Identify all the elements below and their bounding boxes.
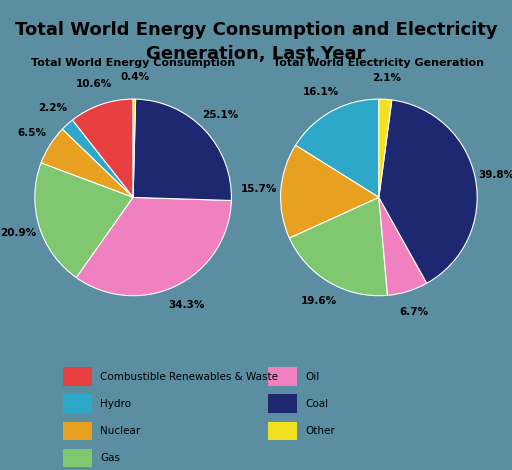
Text: Combustible Renewables & Waste: Combustible Renewables & Waste: [100, 372, 279, 382]
Text: 20.9%: 20.9%: [1, 227, 36, 238]
Text: 0.4%: 0.4%: [120, 72, 149, 82]
Text: 2.1%: 2.1%: [372, 73, 401, 83]
Wedge shape: [281, 145, 379, 238]
Text: 6.7%: 6.7%: [399, 307, 429, 317]
Wedge shape: [133, 99, 231, 201]
FancyBboxPatch shape: [268, 368, 297, 386]
Text: 16.1%: 16.1%: [303, 87, 339, 97]
Wedge shape: [379, 100, 477, 283]
Wedge shape: [62, 120, 133, 197]
Wedge shape: [76, 197, 231, 296]
Text: Other: Other: [305, 426, 335, 436]
Wedge shape: [35, 163, 133, 278]
Wedge shape: [379, 197, 427, 295]
FancyBboxPatch shape: [63, 448, 92, 467]
Wedge shape: [379, 99, 392, 197]
Title: Total World Electricity Generation: Total World Electricity Generation: [273, 58, 484, 68]
FancyBboxPatch shape: [63, 394, 92, 413]
Text: Oil: Oil: [305, 372, 319, 382]
Text: 39.8%: 39.8%: [479, 170, 512, 180]
Text: 15.7%: 15.7%: [241, 185, 278, 195]
Text: Coal: Coal: [305, 399, 328, 409]
FancyBboxPatch shape: [268, 422, 297, 440]
Text: 6.5%: 6.5%: [17, 128, 46, 139]
FancyBboxPatch shape: [268, 394, 297, 413]
FancyBboxPatch shape: [63, 368, 92, 386]
Wedge shape: [295, 99, 379, 197]
Text: 2.2%: 2.2%: [38, 103, 67, 113]
Text: 10.6%: 10.6%: [76, 79, 112, 89]
Title: Total World Energy Consumption: Total World Energy Consumption: [31, 58, 235, 68]
Text: 34.3%: 34.3%: [168, 300, 205, 310]
Text: Gas: Gas: [100, 453, 120, 463]
Text: 25.1%: 25.1%: [202, 110, 239, 120]
Text: 19.6%: 19.6%: [301, 296, 336, 306]
Wedge shape: [289, 197, 388, 296]
Wedge shape: [41, 129, 133, 197]
Text: Nuclear: Nuclear: [100, 426, 141, 436]
Wedge shape: [133, 99, 136, 197]
Wedge shape: [72, 99, 133, 197]
Text: Hydro: Hydro: [100, 399, 132, 409]
Text: Total World Energy Consumption and Electricity
Generation, Last Year: Total World Energy Consumption and Elect…: [15, 21, 497, 63]
FancyBboxPatch shape: [63, 422, 92, 440]
